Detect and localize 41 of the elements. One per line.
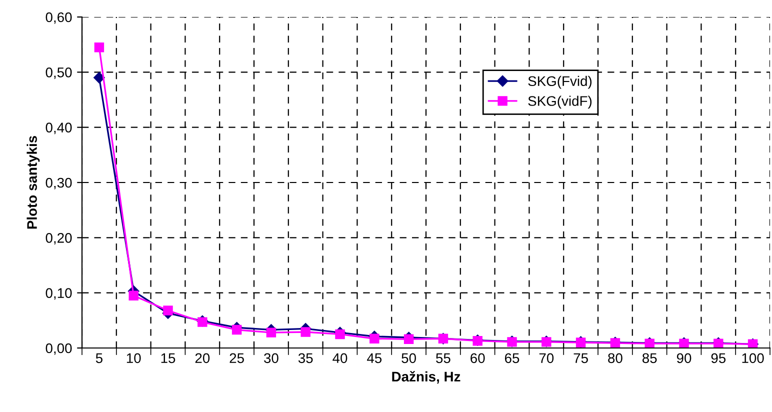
x-axis-title: Dažnis, Hz [392, 371, 460, 384]
y-tick-label: 0,10 [46, 288, 72, 300]
y-tick-label: 0,40 [46, 122, 72, 134]
y-tick-label: 0,50 [46, 68, 72, 79]
x-tick-label: 75 [574, 353, 588, 364]
x-tick-label: 65 [504, 353, 520, 364]
y-tick-label: 0,30 [46, 178, 72, 190]
point [94, 72, 105, 84]
x-tick-label: 100 [742, 353, 764, 364]
legend-label: SKG(Fvid) [528, 76, 592, 89]
x-tick-label: 55 [436, 353, 450, 364]
x-tick-label: 40 [332, 353, 348, 364]
y-axis-title: Ploto santykis [26, 136, 40, 229]
x-tick-label: 30 [264, 353, 278, 364]
x-tick-label: 25 [230, 353, 244, 364]
x-tick-label: 45 [366, 353, 382, 364]
x-tick-label: 70 [539, 353, 554, 364]
point [404, 334, 414, 344]
x-tick-label: 95 [711, 353, 726, 364]
point [232, 324, 242, 335]
x-tick-label: 5 [96, 353, 102, 364]
y-tick-label: 0,00 [46, 343, 72, 355]
point [94, 42, 104, 52]
x-tick-label: 85 [642, 353, 657, 364]
x-tick-label: 90 [676, 353, 692, 364]
point [163, 306, 173, 316]
legend-label: SKG(vidF) [528, 96, 592, 109]
point [266, 328, 276, 338]
x-tick-label: 35 [298, 353, 313, 364]
y-tick-label: 0,60 [46, 12, 72, 24]
point [370, 334, 380, 344]
x-tick-label: 15 [161, 353, 176, 364]
point [335, 329, 345, 340]
x-tick-label: 10 [126, 353, 141, 364]
x-tick-label: 80 [608, 353, 622, 364]
x-tick-label: 60 [470, 353, 485, 364]
x-tick-label: 20 [195, 353, 210, 364]
x-tick-label: 50 [402, 353, 416, 364]
y-tick-label: 0,20 [46, 233, 72, 244]
point [128, 290, 138, 300]
point [300, 327, 310, 337]
